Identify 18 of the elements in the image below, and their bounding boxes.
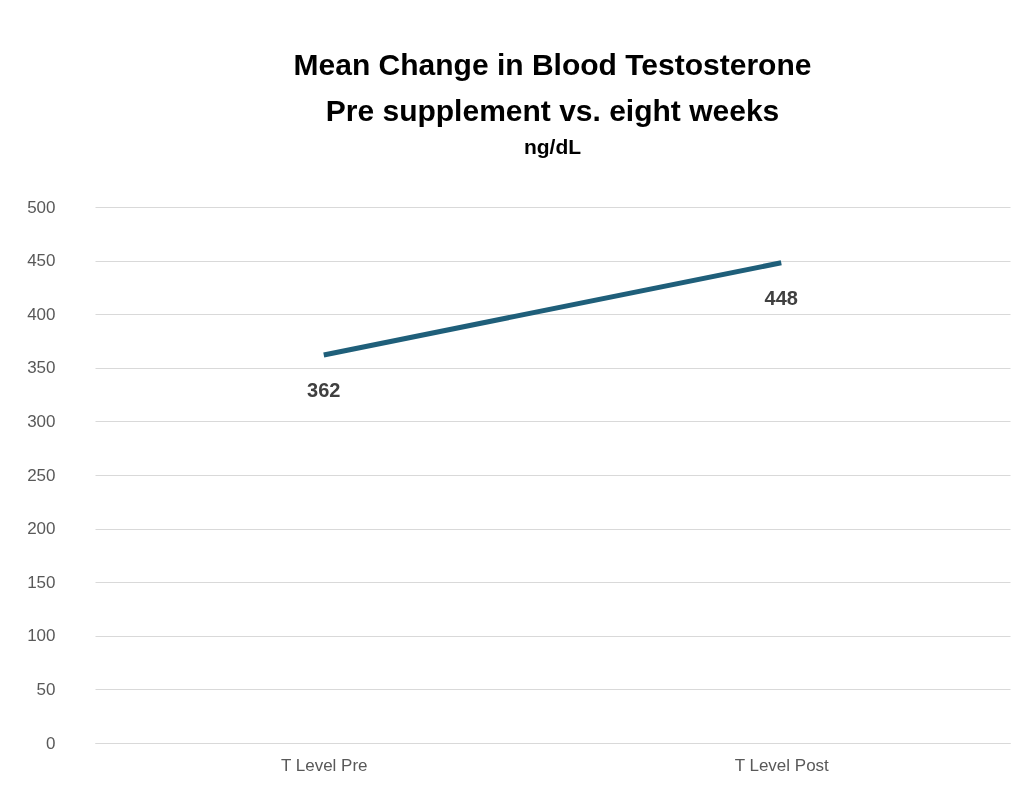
y-tick-label: 300 — [27, 411, 56, 431]
y-tick-label: 400 — [27, 304, 56, 324]
text: Mean Change in Blood Testosterone — [293, 48, 812, 81]
text: Pre supplement vs. eight weeks — [325, 94, 780, 127]
y-tick-label: 0 — [46, 733, 56, 753]
y-tick-label: 350 — [27, 358, 56, 378]
data-label: 448 — [764, 286, 798, 309]
data-label: 362 — [307, 378, 341, 401]
y-tick-label: 150 — [27, 572, 56, 592]
chart-subtitle: ng/dL — [523, 135, 582, 158]
y-tick-label: 100 — [27, 626, 56, 646]
y-tick-label: 500 — [27, 197, 56, 217]
y-tick-label: 250 — [27, 465, 56, 485]
x-tick-label: T Level Pre — [280, 755, 368, 775]
y-tick-label: 450 — [27, 251, 56, 271]
y-tick-label: 200 — [27, 519, 56, 539]
y-tick-label: 50 — [36, 679, 56, 699]
x-tick-label: T Level Post — [734, 755, 830, 775]
